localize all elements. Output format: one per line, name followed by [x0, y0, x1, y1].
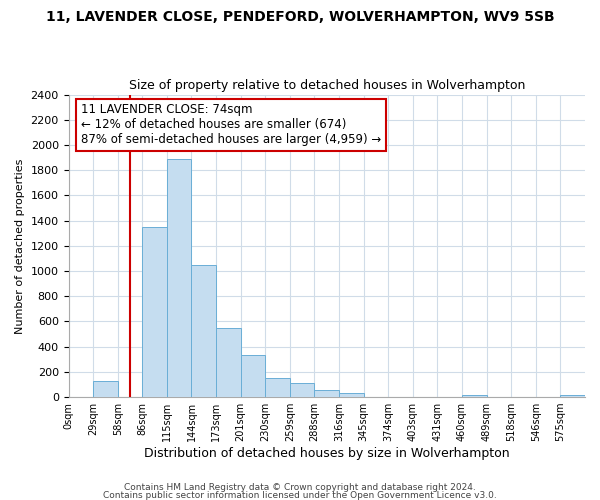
Bar	[93, 382, 118, 397]
X-axis label: Distribution of detached houses by size in Wolverhampton: Distribution of detached houses by size …	[144, 447, 509, 460]
Text: 11 LAVENDER CLOSE: 74sqm
← 12% of detached houses are smaller (674)
87% of semi-: 11 LAVENDER CLOSE: 74sqm ← 12% of detach…	[81, 104, 381, 146]
Bar	[241, 355, 265, 397]
Text: Contains public sector information licensed under the Open Government Licence v3: Contains public sector information licen…	[103, 490, 497, 500]
Bar	[339, 394, 364, 397]
Bar	[314, 390, 339, 397]
Bar	[142, 227, 167, 397]
Text: 11, LAVENDER CLOSE, PENDEFORD, WOLVERHAMPTON, WV9 5SB: 11, LAVENDER CLOSE, PENDEFORD, WOLVERHAM…	[46, 10, 554, 24]
Title: Size of property relative to detached houses in Wolverhampton: Size of property relative to detached ho…	[128, 79, 525, 92]
Y-axis label: Number of detached properties: Number of detached properties	[15, 158, 25, 334]
Text: Contains HM Land Registry data © Crown copyright and database right 2024.: Contains HM Land Registry data © Crown c…	[124, 484, 476, 492]
Bar	[216, 328, 241, 397]
Bar	[191, 264, 216, 397]
Bar	[167, 159, 191, 397]
Bar	[462, 395, 487, 397]
Bar	[560, 395, 585, 397]
Bar	[290, 383, 314, 397]
Bar	[265, 378, 290, 397]
